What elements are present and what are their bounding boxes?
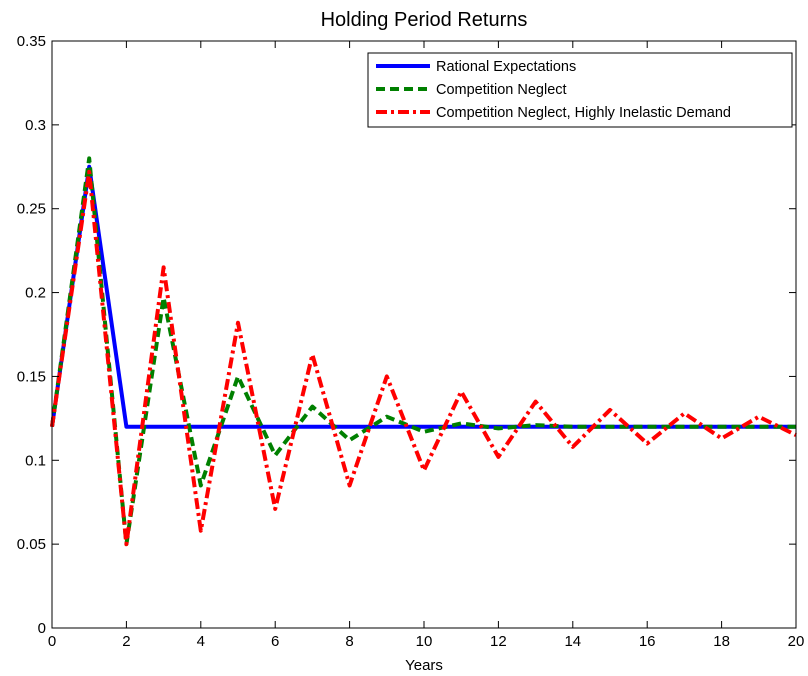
x-tick-label: 10 [416, 633, 433, 650]
x-axis-label: Years [405, 657, 443, 674]
y-tick-label: 0.35 [17, 33, 46, 50]
axes-layer: 0 2 4 6 8 10 12 14 16 18 20 0 0.05 0.1 0.15 0.2 0.25 0.3 0… [17, 33, 805, 650]
x-tick-label: 4 [197, 633, 205, 650]
legend-label-2: Competition Neglect [436, 82, 567, 98]
y-tick-label: 0.15 [17, 368, 46, 385]
x-tick-label: 18 [713, 633, 730, 650]
legend-label-1: Rational Expectations [436, 59, 576, 75]
legend-box [367, 52, 793, 128]
x-tick-label: 14 [564, 633, 581, 650]
y-tick-label: 0.2 [25, 285, 46, 302]
x-tick-label: 20 [788, 633, 805, 650]
series-line-2 [50, 156, 796, 547]
y-tick-label: 0 [38, 620, 46, 637]
x-tick-label: 0 [48, 633, 56, 650]
legend: Rational Expectations Competition Neglect… [367, 52, 793, 128]
y-tick-label: 0.25 [17, 201, 46, 218]
y-tick-label: 0.1 [25, 452, 46, 469]
series-line-1 [50, 164, 796, 429]
x-tick-label: 16 [639, 633, 656, 650]
legend-label-3: Competition Neglect, Highly Inelastic De… [436, 105, 731, 121]
series-layer [50, 156, 797, 547]
chart-title: Holding Period Returns [321, 9, 528, 31]
x-tick-label: 12 [490, 633, 507, 650]
x-tick-label: 6 [271, 633, 279, 650]
y-tick-label: 0.3 [25, 117, 46, 134]
x-tick-label: 2 [122, 633, 130, 650]
y-tick-label: 0.05 [17, 536, 46, 553]
series-line-3 [50, 169, 797, 547]
x-tick-label: 8 [345, 633, 353, 650]
